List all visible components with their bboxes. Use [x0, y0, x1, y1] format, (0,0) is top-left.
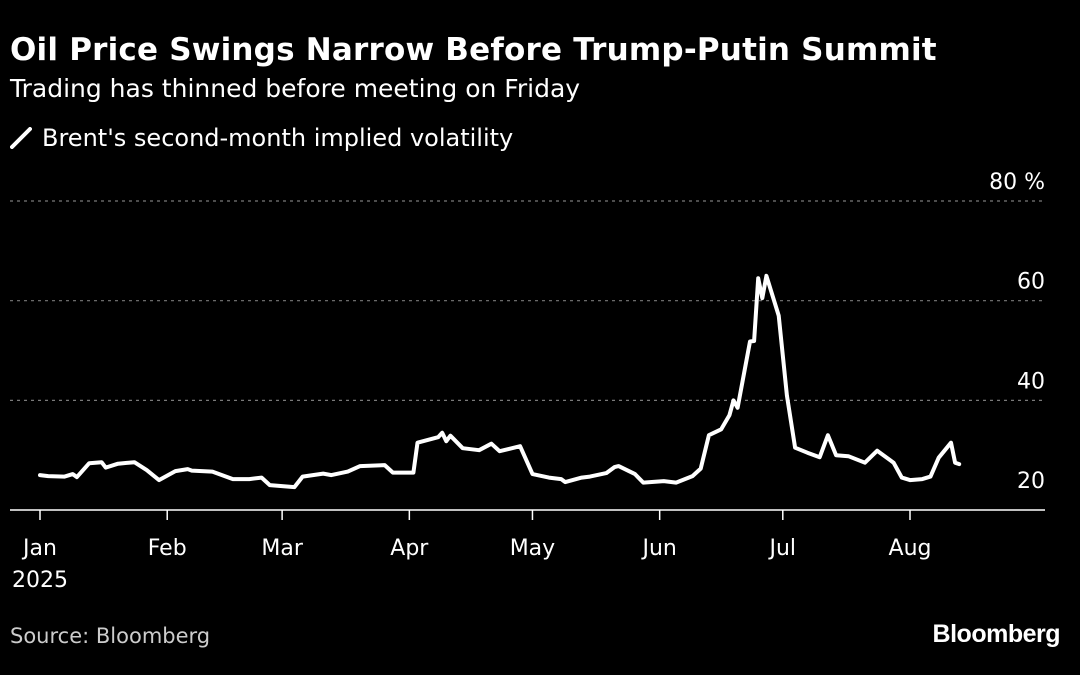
chart-subtitle: Trading has thinned before meeting on Fr…: [10, 74, 581, 103]
x-tick-label-may: May: [510, 536, 555, 561]
y-tick-label-40: 40: [1017, 369, 1045, 394]
chart-title: Oil Price Swings Narrow Before Trump-Put…: [10, 32, 937, 68]
x-tick-label-aug: Aug: [889, 536, 932, 561]
x-tick-label-jul: Jul: [768, 536, 797, 561]
x-tick-label-mar: Mar: [261, 536, 303, 561]
legend: Brent's second-month implied volatility: [10, 124, 513, 152]
x-axis: Jan 2025 Feb Mar Apr May Jun Jul Aug: [10, 509, 1045, 593]
source-note: Source: Bloomberg: [10, 624, 211, 648]
line-chart: Jan 2025 Feb Mar Apr May Jun Jul Aug 20 40 60 80 %: [10, 170, 1045, 593]
y-tick-label-20: 20: [1017, 469, 1045, 494]
x-tick-label-feb: Feb: [148, 536, 187, 561]
x-tick-year-label: 2025: [12, 568, 68, 593]
gridlines: [10, 200, 1045, 401]
x-tick-label-jan: Jan: [21, 536, 57, 561]
x-tick-label-jun: Jun: [640, 536, 676, 561]
x-tick-label-apr: Apr: [390, 536, 429, 561]
series-line-brent-volatility: [38, 273, 962, 490]
legend-line-icon: [10, 127, 32, 149]
y-tick-label-60: 60: [1017, 270, 1045, 295]
y-tick-label-80: 80 %: [989, 170, 1045, 195]
series-layer: [38, 273, 962, 490]
y-axis: 20 40 60 80 %: [989, 170, 1045, 494]
bloomberg-logo: Bloomberg: [932, 620, 1061, 648]
legend-label: Brent's second-month implied volatility: [42, 124, 514, 152]
